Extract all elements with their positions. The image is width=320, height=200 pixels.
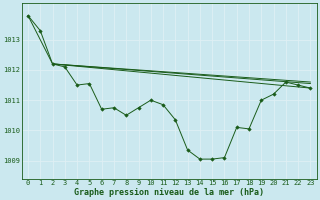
- X-axis label: Graphe pression niveau de la mer (hPa): Graphe pression niveau de la mer (hPa): [74, 188, 264, 197]
